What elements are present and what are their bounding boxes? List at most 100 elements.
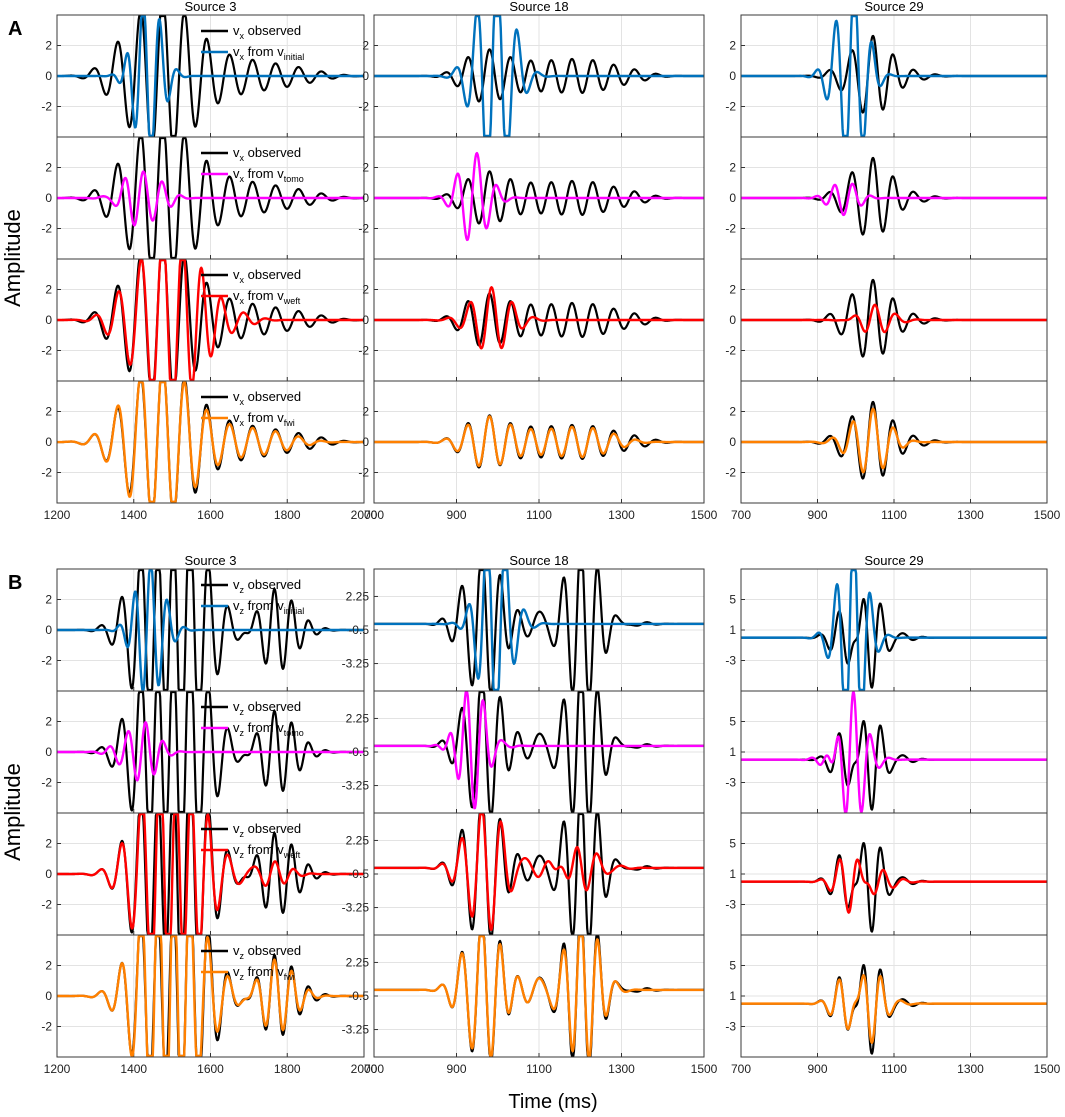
panel-a-axes: 2 0 -2 vx observed vx from vweft bbox=[41, 258, 365, 382]
x-tick-label: 1100 bbox=[881, 508, 907, 522]
panel-b-axes: 2.25 -0.5 -3.25 bbox=[342, 812, 705, 936]
y-tick-label: -3 bbox=[725, 1020, 736, 1034]
x-tick-label: 700 bbox=[731, 1062, 751, 1076]
legend-entry-weft: vz from vweft bbox=[233, 842, 301, 860]
y-tick-label: -0.5 bbox=[348, 867, 369, 881]
synthetic-trace-tomo bbox=[56, 721, 365, 782]
y-tick-label: -2 bbox=[725, 222, 736, 236]
synthetic-trace-tomo bbox=[373, 151, 705, 242]
synthetic-trace-initial bbox=[56, 14, 365, 138]
x-tick-label: 900 bbox=[446, 508, 466, 522]
legend: vx observed vx from vweft bbox=[201, 267, 301, 306]
y-tick-label: -3 bbox=[725, 898, 736, 912]
panel-b-column-title: Source 18 bbox=[509, 553, 568, 568]
x-tick-label: 900 bbox=[807, 1062, 827, 1076]
synthetic-trace-weft bbox=[373, 812, 705, 931]
y-tick-label: -0.5 bbox=[348, 989, 369, 1003]
y-tick-label: 1 bbox=[729, 989, 736, 1003]
y-tick-label: 1 bbox=[729, 745, 736, 759]
panel-a-axes: 2 0 -2 bbox=[358, 14, 705, 138]
x-tick-label: 1200 bbox=[44, 508, 71, 522]
panel-b-axes: 2 0 -2 vz observed vz from vinitial bbox=[41, 568, 365, 692]
y-tick-label: 0 bbox=[362, 435, 369, 449]
observed-trace bbox=[56, 136, 365, 260]
y-tick-label: 2 bbox=[45, 405, 52, 419]
panel-b-label: B bbox=[8, 572, 22, 594]
x-tick-label: 1500 bbox=[691, 1062, 718, 1076]
synthetic-trace-fwi bbox=[56, 934, 365, 1058]
y-tick-label: 2.25 bbox=[346, 711, 370, 725]
synthetic-trace-initial bbox=[56, 568, 365, 692]
panel-a-axes: 2 0 -2 bbox=[358, 380, 705, 504]
y-tick-label: 0 bbox=[729, 69, 736, 83]
panel-b-axes: 2.25 -0.5 -3.25 bbox=[342, 568, 705, 692]
x-tick-label: 1800 bbox=[274, 508, 301, 522]
y-tick-label: -3.25 bbox=[342, 657, 370, 671]
synthetic-trace-fwi bbox=[373, 934, 705, 1058]
y-tick-label: 0 bbox=[729, 435, 736, 449]
y-tick-label: 0 bbox=[362, 69, 369, 83]
y-tick-label: -2 bbox=[41, 100, 52, 114]
panel-b: B Source 3 2 0 -2 vz observed vz from vinitial… bbox=[8, 553, 1061, 1076]
x-tick-label: 1500 bbox=[1034, 508, 1061, 522]
x-tick-label: 1800 bbox=[274, 1062, 301, 1076]
axes-frame bbox=[56, 934, 365, 1058]
y-tick-label: 2 bbox=[362, 161, 369, 175]
y-tick-label: 0 bbox=[362, 313, 369, 327]
y-tick-label: 2 bbox=[729, 283, 736, 297]
legend-entry-initial: vx from vinitial bbox=[233, 44, 304, 62]
y-tick-label: 0 bbox=[45, 623, 52, 637]
panel-a-axes: 2 0 -2 bbox=[725, 258, 1048, 382]
x-tick-label: 1300 bbox=[608, 508, 635, 522]
legend-entry-observed: vx observed bbox=[233, 389, 301, 407]
y-tick-label: 2 bbox=[362, 283, 369, 297]
legend-entry-initial: vz from vinitial bbox=[233, 598, 304, 616]
axes-frame bbox=[740, 934, 1048, 1058]
y-tick-label: 0 bbox=[362, 191, 369, 205]
y-tick-label: 0 bbox=[45, 435, 52, 449]
axes-frame bbox=[56, 380, 365, 504]
legend: vz observed vz from vinitial bbox=[201, 577, 304, 616]
y-tick-label: 2.25 bbox=[346, 955, 370, 969]
panel-a-axes: 2 0 -2 bbox=[358, 258, 705, 382]
y-tick-label: -2 bbox=[41, 898, 52, 912]
legend: vz observed vz from vweft bbox=[201, 821, 301, 860]
x-tick-label: 1200 bbox=[44, 1062, 71, 1076]
x-tick-label: 1300 bbox=[608, 1062, 635, 1076]
x-tick-label: 700 bbox=[364, 1062, 384, 1076]
observed-trace bbox=[56, 14, 365, 138]
panel-b-column-title: Source 3 bbox=[184, 553, 236, 568]
legend-entry-fwi: vx from vfwi bbox=[233, 410, 295, 428]
panel-b-axes: 5 1 -3 bbox=[725, 934, 1048, 1058]
y-tick-label: -3.25 bbox=[342, 779, 370, 793]
y-tick-label: 1 bbox=[729, 867, 736, 881]
y-tick-label: 2 bbox=[362, 405, 369, 419]
synthetic-trace-fwi bbox=[373, 415, 705, 468]
panel-b-axes: 2.25 -0.5 -3.25 bbox=[342, 934, 705, 1058]
y-tick-label: 5 bbox=[729, 593, 736, 607]
y-tick-label: -2 bbox=[358, 100, 369, 114]
panel-a-axes: 2 0 -2 bbox=[358, 136, 705, 260]
legend-entry-observed: vz observed bbox=[233, 699, 301, 717]
x-tick-label: 900 bbox=[446, 1062, 466, 1076]
panel-b-axes: 5 1 -3 bbox=[725, 690, 1048, 814]
y-tick-label: 0 bbox=[45, 745, 52, 759]
y-tick-label: 2 bbox=[45, 837, 52, 851]
y-tick-label: 5 bbox=[729, 837, 736, 851]
y-tick-label: 2 bbox=[729, 39, 736, 53]
legend: vx observed vx from vtomo bbox=[201, 145, 304, 184]
synthetic-trace-tomo bbox=[373, 690, 705, 810]
panel-a-axes: 2 0 -2 bbox=[725, 380, 1048, 504]
panel-a-column-title: Source 18 bbox=[509, 0, 568, 14]
y-tick-label: 2 bbox=[729, 161, 736, 175]
y-tick-label: -2 bbox=[725, 344, 736, 358]
y-tick-label: 2 bbox=[45, 161, 52, 175]
synthetic-trace-initial bbox=[740, 568, 1048, 692]
legend-entry-observed: vz observed bbox=[233, 577, 301, 595]
synthetic-trace-tomo bbox=[740, 690, 1048, 814]
synthetic-trace-initial bbox=[740, 14, 1048, 138]
y-tick-label: 0 bbox=[45, 69, 52, 83]
synthetic-trace-fwi bbox=[740, 974, 1048, 1044]
y-tick-label: 2 bbox=[45, 959, 52, 973]
